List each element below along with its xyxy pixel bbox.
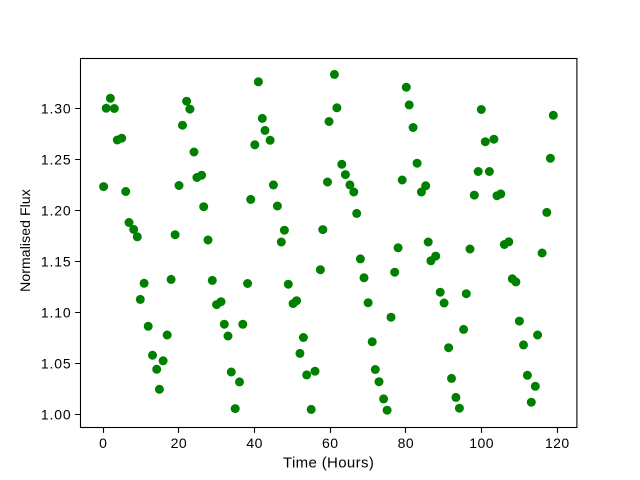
svg-text:120: 120	[545, 435, 570, 451]
svg-text:60: 60	[322, 435, 338, 451]
svg-text:1.00: 1.00	[41, 407, 72, 423]
svg-text:0: 0	[99, 435, 107, 451]
svg-text:Time (Hours): Time (Hours)	[283, 455, 374, 472]
svg-text:1.30: 1.30	[41, 101, 72, 117]
svg-text:1.25: 1.25	[41, 152, 72, 168]
svg-text:40: 40	[246, 435, 262, 451]
svg-text:1.20: 1.20	[41, 203, 72, 219]
svg-text:1.05: 1.05	[41, 356, 72, 372]
svg-text:80: 80	[398, 435, 414, 451]
svg-text:1.10: 1.10	[41, 305, 72, 321]
svg-text:1.15: 1.15	[41, 254, 72, 270]
svg-text:Normalised Flux: Normalised Flux	[17, 189, 33, 292]
svg-text:20: 20	[171, 435, 187, 451]
svg-text:100: 100	[469, 435, 494, 451]
